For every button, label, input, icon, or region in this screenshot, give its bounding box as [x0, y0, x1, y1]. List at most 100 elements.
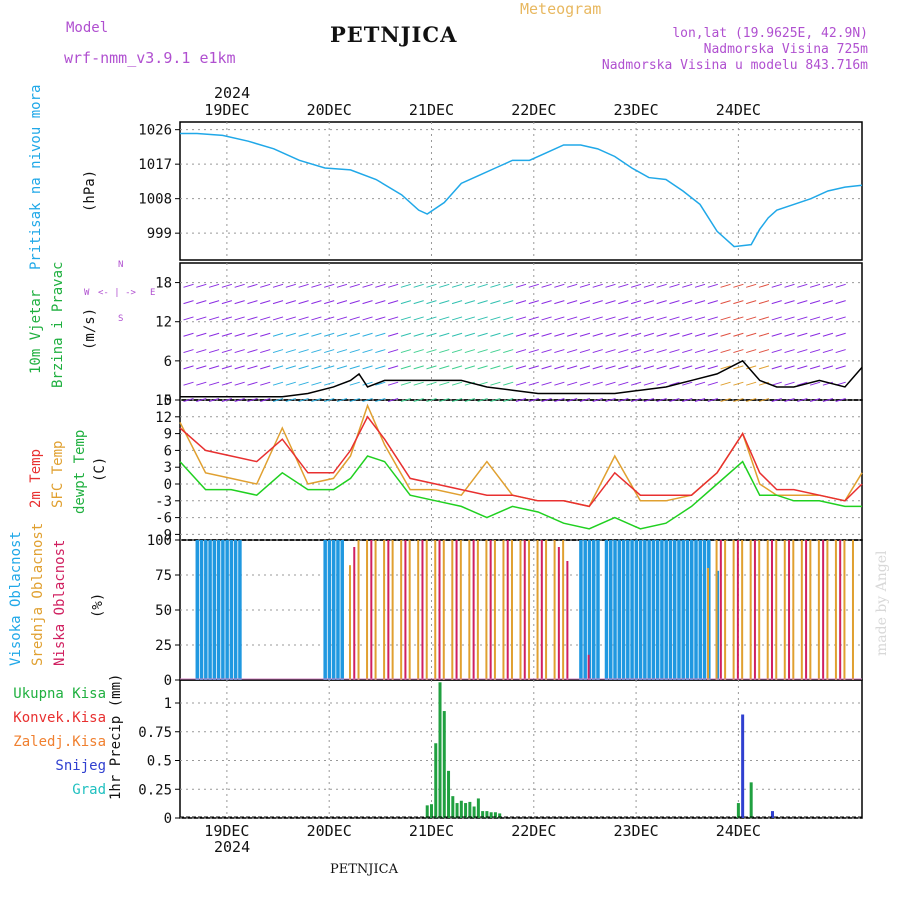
wind-barb	[797, 332, 808, 337]
panel-frame-pressure	[179, 121, 863, 261]
y-tick-label-temp: 0	[164, 477, 172, 493]
wind-barb	[375, 283, 386, 288]
wind-barb	[451, 349, 463, 354]
wind-barb	[260, 332, 271, 337]
day-label-bottom: 20DEC	[307, 822, 352, 840]
year-bottom: 2024	[214, 838, 251, 856]
wind-barb	[669, 283, 680, 288]
wind-barb	[809, 332, 821, 337]
wind-barb	[477, 283, 488, 288]
wind-barb	[809, 283, 821, 288]
cloud-high-bar	[647, 540, 651, 680]
wind-barb	[822, 398, 834, 402]
wind-barb	[400, 283, 412, 288]
wind-barb	[835, 365, 846, 370]
wind-barb	[490, 398, 501, 402]
y-tick-label-pressure: 1017	[138, 157, 172, 173]
wind-barb	[221, 381, 233, 386]
wind-barb	[707, 300, 718, 305]
wind-barb	[515, 300, 527, 305]
precip-snow-bar	[741, 714, 745, 818]
wind-barb	[208, 300, 220, 305]
y-tick-label-wind: 0	[164, 393, 172, 409]
wind-barb	[771, 381, 782, 386]
wind-barb	[477, 332, 488, 337]
wind-barb	[630, 381, 642, 386]
wind-barb	[336, 398, 348, 402]
cloud-high-bar	[596, 540, 600, 680]
cloud-mid-bar	[715, 540, 718, 680]
wind-barb	[464, 316, 475, 321]
precip-rain-bar	[498, 813, 502, 818]
day-label-bottom: 24DEC	[716, 822, 761, 840]
wind-barb	[464, 349, 475, 354]
cloud-high-bar	[609, 540, 613, 680]
cloud-mid-bar	[391, 540, 394, 680]
wind-barb	[260, 381, 271, 386]
precip-rain-bar	[476, 798, 480, 818]
wind-barb	[503, 332, 514, 337]
wind-barb	[183, 398, 194, 402]
wind-barb	[208, 349, 220, 354]
wind-barb	[592, 398, 603, 402]
wind-barb	[336, 349, 348, 354]
wind-barb	[426, 349, 437, 354]
wind-barb	[605, 332, 616, 337]
cloud-mid-bar	[724, 540, 727, 680]
wind-barb	[490, 349, 501, 354]
wind-barb	[630, 332, 642, 337]
wind-barb	[758, 332, 770, 337]
precip-legend-item: Grad	[72, 782, 106, 798]
wind-barb	[196, 365, 207, 370]
wind-barb	[733, 316, 744, 321]
wind-barb	[605, 316, 616, 321]
y-tick-label-cloud: 100	[147, 533, 172, 549]
wind-barb	[694, 316, 706, 321]
wind-barb	[375, 316, 386, 321]
wind-barb	[349, 398, 360, 402]
wind-barb	[554, 365, 565, 370]
cloud-mid-bar	[766, 540, 769, 680]
wind-barb	[784, 332, 795, 337]
wind-barb	[311, 381, 322, 386]
wind-barb	[528, 316, 539, 321]
wind-barb	[400, 381, 412, 386]
y-tick-label-precip: 1	[164, 696, 172, 712]
wind-barb	[592, 332, 603, 337]
y-tick-label-precip: 0.5	[147, 754, 172, 770]
wind-barb	[656, 365, 667, 370]
day-label-bottom: 22DEC	[511, 822, 556, 840]
wind-barb	[822, 300, 834, 305]
wind-barb	[298, 300, 309, 305]
cloud-mid-bar	[749, 540, 752, 680]
wind-barb	[579, 316, 591, 321]
cloud-high-bar	[233, 540, 238, 680]
wind-barb	[707, 332, 718, 337]
wind-barb	[413, 398, 424, 402]
wind-barb	[362, 300, 373, 305]
wind-barb	[618, 381, 629, 386]
wind-barb	[324, 300, 335, 305]
wind-barb	[260, 316, 271, 321]
y-tick-label-precip: 0.25	[138, 782, 172, 798]
cloud-high-bar	[668, 540, 673, 680]
day-label-top: 22DEC	[511, 101, 556, 119]
wind-barb	[669, 398, 680, 402]
wind-barb	[208, 381, 220, 386]
wind-barb	[835, 398, 846, 402]
wind-barb	[439, 381, 450, 386]
wind-barb	[490, 381, 501, 386]
wind-barb	[515, 316, 527, 321]
wind-barb	[797, 283, 808, 288]
wind-barb	[707, 283, 718, 288]
wind-barb	[464, 300, 475, 305]
wind-barb	[183, 365, 194, 370]
wind-barb	[285, 300, 296, 305]
wind-barb	[822, 283, 834, 288]
wind-barb	[477, 365, 488, 370]
wind-barb	[669, 381, 680, 386]
y-tick-label-temp: 15	[155, 393, 172, 409]
wind-barb	[720, 398, 731, 402]
wind-barb	[247, 332, 258, 337]
wind-barb	[528, 283, 539, 288]
